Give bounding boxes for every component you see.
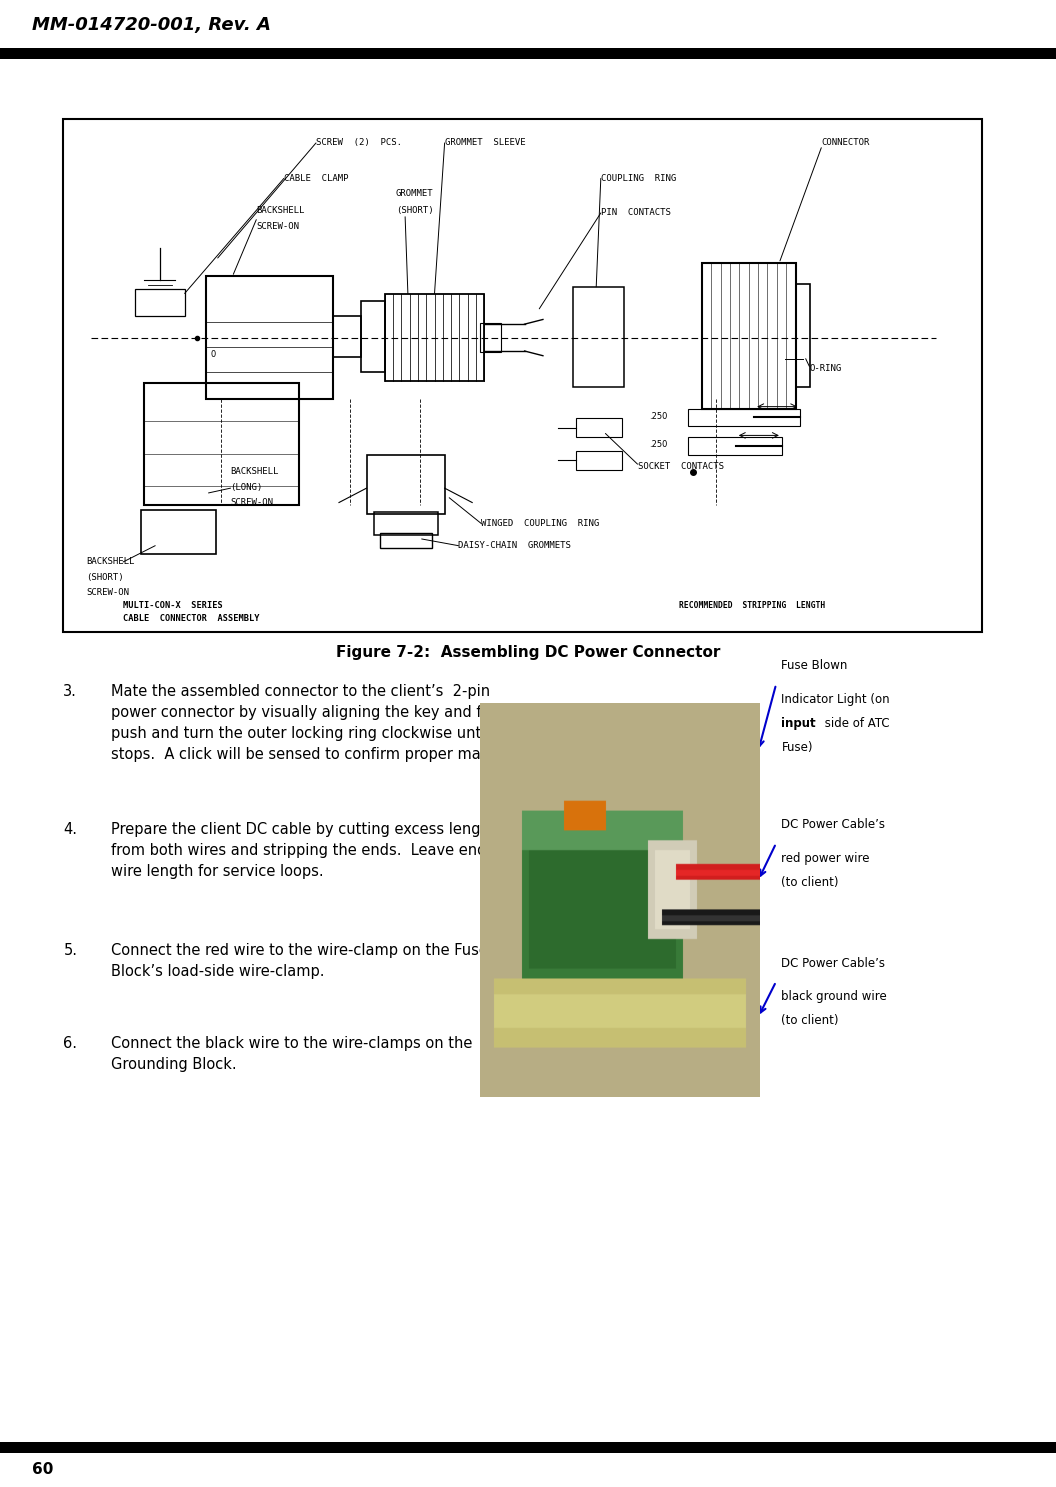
Text: CONNECTOR: CONNECTOR (822, 138, 870, 147)
Text: .250: .250 (649, 412, 667, 421)
Bar (366, 455, 445, 515)
Text: (to client): (to client) (781, 876, 838, 889)
Text: 4.: 4. (63, 822, 77, 837)
Text: Figure 7-2:  Assembling DC Power Connector: Figure 7-2: Assembling DC Power Connecto… (336, 645, 720, 660)
Text: .250: .250 (649, 440, 667, 449)
Text: (SHORT): (SHORT) (87, 572, 124, 581)
Text: black ground wire: black ground wire (781, 990, 887, 1004)
Text: SCREW-ON: SCREW-ON (257, 222, 299, 230)
Text: DAISY-CHAIN  GROMMETS: DAISY-CHAIN GROMMETS (458, 541, 571, 550)
Bar (361, 302, 384, 372)
Bar (576, 451, 622, 470)
Text: side of ATC: side of ATC (821, 717, 889, 730)
Text: SCREW-ON: SCREW-ON (230, 498, 274, 507)
Text: input: input (781, 717, 816, 730)
Text: red power wire: red power wire (781, 852, 870, 865)
Bar (795, 284, 810, 388)
Text: SOCKET  CONTACTS: SOCKET CONTACTS (638, 461, 723, 470)
Text: (SHORT): (SHORT) (396, 205, 434, 214)
Text: WINGED  COUPLING  RING: WINGED COUPLING RING (482, 519, 600, 528)
Text: COUPLING  RING: COUPLING RING (601, 174, 676, 183)
Text: (LONG): (LONG) (230, 483, 263, 492)
Text: BACKSHELL: BACKSHELL (257, 205, 305, 214)
Text: GROMMET  SLEEVE: GROMMET SLEEVE (445, 138, 525, 147)
Text: RECOMMENDED  STRIPPING  LENGTH: RECOMMENDED STRIPPING LENGTH (679, 601, 825, 610)
Text: Fuse Blown: Fuse Blown (781, 659, 848, 672)
Bar (145, 382, 299, 506)
Text: SCREW-ON: SCREW-ON (87, 589, 129, 598)
Text: SCREW  (2)  PCS.: SCREW (2) PCS. (316, 138, 402, 147)
Bar (140, 510, 215, 555)
Bar (480, 323, 501, 352)
Text: Fuse): Fuse) (781, 741, 813, 754)
Text: 3.: 3. (63, 684, 77, 699)
Text: CABLE  CONNECTOR  ASSEMBLY: CABLE CONNECTOR ASSEMBLY (124, 614, 260, 623)
Text: DC Power Cable’s: DC Power Cable’s (781, 818, 885, 831)
Text: Mate the assembled connector to the client’s  2-pin
power connector by visually : Mate the assembled connector to the clie… (111, 684, 518, 761)
Text: MULTI-CON-X  SERIES: MULTI-CON-X SERIES (124, 601, 223, 610)
Text: MM-014720-001, Rev. A: MM-014720-001, Rev. A (32, 15, 270, 34)
Text: BACKSHELL: BACKSHELL (230, 467, 279, 476)
Text: 5.: 5. (63, 943, 77, 958)
Bar (135, 288, 185, 315)
Text: Connect the black wire to the wire-clamps on the
Grounding Block.: Connect the black wire to the wire-clamp… (111, 1036, 472, 1072)
Bar (63, 119, 982, 632)
Text: 60: 60 (32, 1462, 53, 1477)
Text: Indicator Light (on: Indicator Light (on (781, 693, 890, 706)
Bar (0, 1442, 1056, 1453)
Bar (385, 294, 484, 381)
Text: DC Power Cable’s: DC Power Cable’s (781, 956, 885, 970)
Text: Connect the red wire to the wire-clamp on the Fuse
Block’s load-side wire-clamp.: Connect the red wire to the wire-clamp o… (111, 943, 488, 978)
Text: O-RING: O-RING (809, 364, 842, 373)
Text: Prepare the client DC cable by cutting excess length
from both wires and strippi: Prepare the client DC cable by cutting e… (111, 822, 514, 879)
Bar (689, 437, 781, 455)
Bar (689, 409, 800, 425)
Text: CABLE  CLAMP: CABLE CLAMP (284, 174, 348, 183)
Bar (576, 418, 622, 437)
Text: (to client): (to client) (781, 1014, 838, 1028)
Text: 0: 0 (210, 349, 215, 358)
Bar (374, 512, 438, 535)
Bar (573, 287, 624, 388)
Bar (334, 317, 361, 357)
Text: GROMMET: GROMMET (396, 189, 434, 198)
Bar (0, 0, 1056, 49)
Bar (380, 534, 432, 547)
Bar (206, 277, 333, 399)
Bar (702, 263, 795, 409)
Bar (0, 48, 1056, 59)
Text: 6.: 6. (63, 1036, 77, 1051)
Text: BACKSHELL: BACKSHELL (87, 558, 135, 567)
Text: PIN  CONTACTS: PIN CONTACTS (601, 208, 671, 217)
